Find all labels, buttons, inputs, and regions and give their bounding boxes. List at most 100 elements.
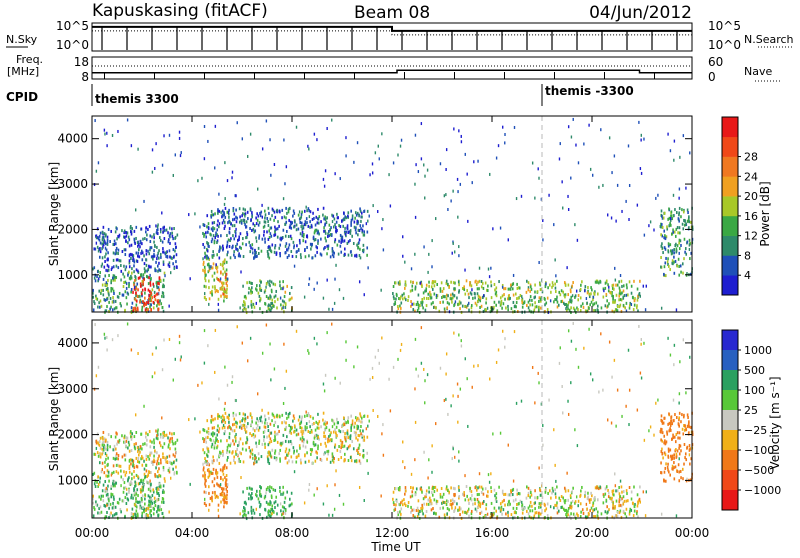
velocity-cell (232, 423, 234, 426)
velocity-cell (256, 417, 258, 420)
power-cell (287, 256, 289, 259)
velocity-cell (242, 342, 243, 345)
power-cell (328, 308, 329, 311)
power-cell (363, 249, 365, 252)
power-cell (144, 262, 146, 265)
velocity-cell (504, 504, 506, 507)
velocity-cell (639, 485, 641, 488)
velocity-cell (282, 493, 283, 496)
power-cell (107, 251, 109, 254)
power-cell (381, 132, 382, 135)
power-cell (102, 263, 103, 266)
power-cell (359, 248, 361, 251)
power-cell (615, 284, 617, 287)
velocity-cell (125, 474, 127, 477)
velocity-cell (127, 437, 128, 440)
power-cell (679, 226, 681, 229)
power-cell (446, 306, 448, 309)
power-cell (575, 144, 576, 147)
power-cell (326, 279, 327, 282)
velocity-cell (223, 487, 225, 490)
power-cell (205, 274, 207, 277)
power-cell (411, 285, 413, 288)
velocity-cell (685, 428, 687, 431)
power-cell (550, 299, 551, 302)
power-cell (360, 227, 362, 230)
power-cell (133, 270, 135, 273)
power-cell (612, 298, 614, 301)
power-cell (542, 238, 543, 241)
velocity-cell (141, 512, 143, 515)
power-cell (675, 260, 677, 263)
velocity-cell (268, 435, 270, 438)
power-cell (113, 265, 115, 268)
power-cell (336, 229, 338, 232)
power-cell (612, 301, 614, 304)
velocity-cell (268, 443, 270, 446)
velocity-cell (217, 424, 219, 427)
power-cell (252, 222, 254, 225)
power-cell (268, 303, 270, 306)
power-cell (309, 277, 310, 280)
power-cell (296, 251, 298, 254)
power-cell (141, 250, 143, 253)
velocity-cell (268, 509, 270, 512)
velocity-cell (463, 491, 465, 494)
power-cell (275, 228, 277, 231)
velocity-cell (293, 451, 294, 454)
velocity-cell (334, 422, 336, 425)
velocity-cell (617, 489, 619, 492)
velocity-cell (255, 493, 257, 496)
power-cell (224, 258, 226, 261)
power-cell (532, 303, 534, 306)
velocity-cell (254, 429, 256, 432)
velocity-cell (271, 432, 273, 435)
velocity-cell (320, 443, 322, 446)
power-cell (145, 227, 147, 230)
power-cell (104, 299, 106, 302)
velocity-cell (305, 446, 307, 449)
power-cell (133, 264, 135, 267)
velocity-cell (559, 362, 560, 365)
velocity-cell (250, 337, 251, 340)
power-cell (538, 261, 539, 264)
power-cell (479, 306, 481, 309)
power-cell (246, 225, 248, 228)
power-cell (314, 231, 316, 234)
power-cell (265, 303, 267, 306)
velocity-cell (218, 415, 220, 418)
power-cell (250, 290, 252, 293)
power-cell (665, 274, 667, 277)
velocity-cell (157, 488, 159, 491)
y-tick-label: 4000 (57, 132, 88, 146)
velocity-cell (100, 447, 102, 450)
power-cell (226, 273, 228, 276)
power-cell (530, 295, 532, 298)
power-cell (97, 306, 99, 309)
power-cell (431, 265, 432, 268)
velocity-cell (500, 508, 502, 511)
power-cell (514, 126, 515, 129)
power-cell (332, 250, 333, 253)
velocity-cell (106, 490, 108, 493)
power-cell (212, 229, 214, 232)
velocity-cell (483, 500, 484, 503)
power-cell (316, 246, 318, 249)
velocity-cell (112, 482, 114, 485)
power-cell (125, 265, 127, 268)
freq-label-line2: [MHz] (7, 65, 39, 78)
velocity-cell (117, 334, 118, 337)
power-cell (645, 308, 646, 311)
velocity-cell (301, 416, 303, 419)
velocity-cell (602, 389, 603, 392)
power-cell (583, 306, 585, 309)
velocity-cell (378, 349, 379, 352)
velocity-cell (572, 500, 573, 503)
velocity-cell (544, 503, 546, 506)
power-cell (220, 211, 221, 214)
velocity-cell (322, 419, 324, 422)
power-cell (251, 211, 253, 214)
power-cell (279, 210, 281, 213)
power-cell (680, 244, 682, 247)
power-cell (597, 305, 599, 308)
